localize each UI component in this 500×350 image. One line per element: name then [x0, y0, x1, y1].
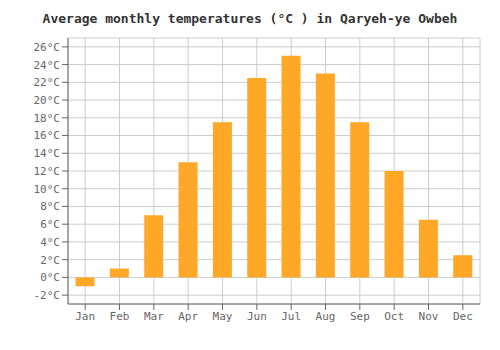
svg-text:2°C: 2°C: [40, 254, 60, 267]
svg-text:Dec: Dec: [453, 310, 473, 323]
svg-text:20°C: 20°C: [34, 94, 61, 107]
svg-text:6°C: 6°C: [40, 218, 60, 231]
svg-text:Nov: Nov: [419, 310, 439, 323]
svg-text:24°C: 24°C: [34, 59, 61, 72]
svg-text:14°C: 14°C: [34, 147, 61, 160]
svg-text:0°C: 0°C: [40, 271, 60, 284]
svg-text:-2°C: -2°C: [34, 289, 61, 302]
svg-text:18°C: 18°C: [34, 112, 61, 125]
svg-text:8°C: 8°C: [40, 200, 60, 213]
svg-text:4°C: 4°C: [40, 236, 60, 249]
svg-text:Oct: Oct: [384, 310, 404, 323]
svg-text:May: May: [213, 310, 233, 323]
svg-text:Jan: Jan: [75, 310, 95, 323]
svg-text:Aug: Aug: [316, 310, 336, 323]
svg-text:Apr: Apr: [178, 310, 198, 323]
svg-text:12°C: 12°C: [34, 165, 61, 178]
svg-text:10°C: 10°C: [34, 183, 61, 196]
svg-text:Mar: Mar: [144, 310, 164, 323]
svg-text:Jul: Jul: [281, 310, 301, 323]
svg-text:Feb: Feb: [110, 310, 130, 323]
svg-text:22°C: 22°C: [34, 76, 61, 89]
html-text:Average monthly temperatures (: Average monthly temperatures (°C ) in Qa…: [42, 11, 458, 26]
svg-text:16°C: 16°C: [34, 129, 61, 142]
svg-text:Jun: Jun: [247, 310, 267, 323]
svg-text:26°C: 26°C: [34, 41, 61, 54]
svg-text:Sep: Sep: [350, 310, 370, 323]
